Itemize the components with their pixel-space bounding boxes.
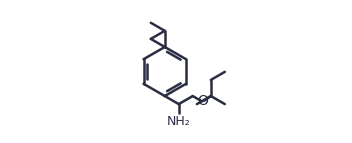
Text: NH₂: NH₂: [167, 115, 191, 128]
Text: O: O: [197, 94, 208, 108]
